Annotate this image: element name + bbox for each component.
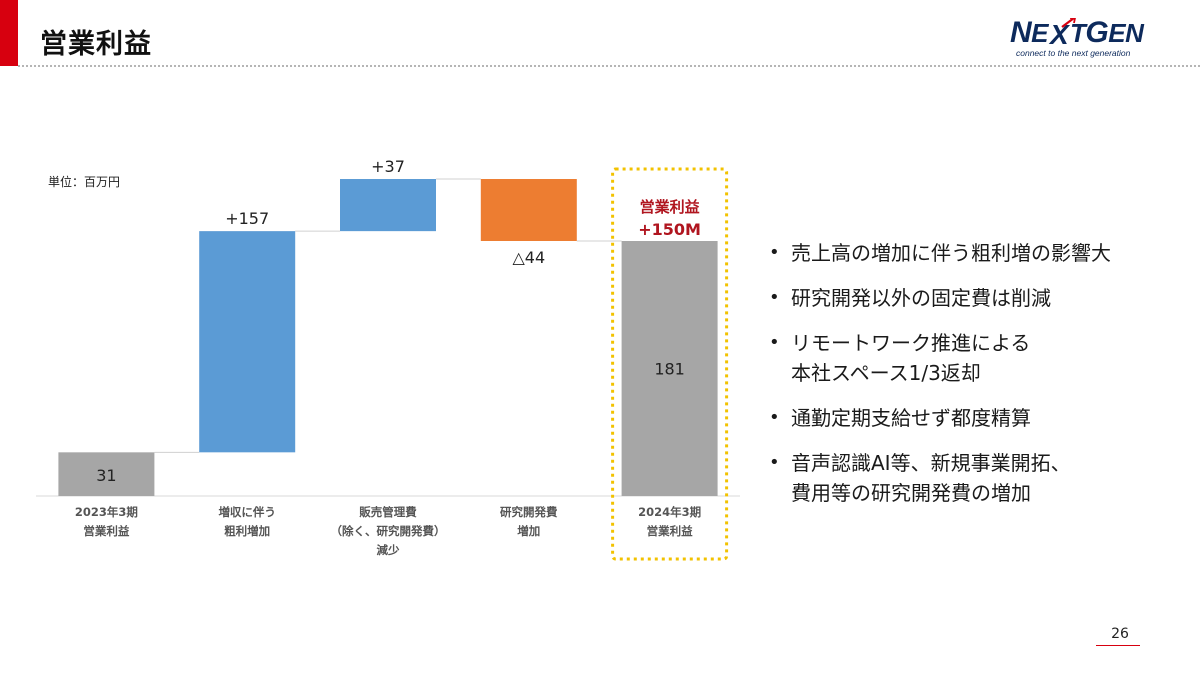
bullet-text: 費用等の研究開発費の増加 [791,481,1031,505]
page-title: 営業利益 [40,29,152,60]
highlight-title: 営業利益 [640,198,700,216]
bullet-item: 通勤定期支給せず都度精算 [765,403,1185,433]
bullet-list: 売上高の増加に伴う粗利増の影響大研究開発以外の固定費は削減リモートワーク推進によ… [765,238,1185,523]
waterfall-chart: 単位：百万円312023年3期営業利益+157増収に伴う粗利増加+37販売管理費… [36,160,740,561]
category-label: 2024年3期 [638,505,701,519]
unit-label: 単位：百万円 [48,174,120,189]
bar [340,179,436,232]
bullet-text: 本社スペース1/3返却 [791,361,981,385]
bullet-text: 研究開発以外の固定費は削減 [791,286,1051,310]
logo-wordmark: NE TGEN [1010,16,1144,49]
bullet-text: 通勤定期支給せず都度精算 [791,406,1031,430]
page-number: 26 [1111,626,1129,642]
bullet-item: 売上高の増加に伴う粗利増の影響大 [765,238,1185,268]
title-accent-bar [0,0,18,66]
logo-tagline: connect to the next generation [1016,48,1131,58]
category-label: 研究開発費 [500,505,558,519]
bullet-item: 研究開発以外の固定費は削減 [765,283,1185,313]
data-label: △44 [512,248,545,267]
category-label: 販売管理費 [359,505,417,519]
data-label: +37 [371,160,405,176]
category-label: 2023年3期 [75,505,138,519]
title-divider [18,65,1200,67]
bar [480,179,577,241]
category-label: 粗利増加 [224,524,270,538]
svg-text:X: X [1048,19,1071,48]
category-label: 増加 [517,524,540,538]
bar [199,231,296,453]
category-label: 営業利益 [83,524,129,538]
data-label: 31 [96,466,116,485]
data-label: +157 [225,209,269,228]
data-label: 181 [654,360,685,379]
logo-x-mark-icon: X [1048,18,1076,48]
highlight-box [611,167,729,561]
company-logo: NE TGEN X connect to the next generation [1010,16,1170,62]
bar [621,241,718,496]
highlight-value: +150M [638,220,701,239]
category-label: （除く、研究開発費） [331,524,446,538]
category-label: 営業利益 [647,524,693,538]
page-number-underline [1096,645,1140,646]
bullet-text: 音声認識AI等、新規事業開拓、 [791,451,1071,475]
category-label: 増収に伴う [218,505,276,519]
bullet-text: リモートワーク推進による [791,331,1031,355]
bar [58,452,155,496]
bullet-text: 売上高の増加に伴う粗利増の影響大 [791,241,1111,265]
category-label: 減少 [377,543,400,557]
bullet-item: 音声認識AI等、新規事業開拓、費用等の研究開発費の増加 [765,448,1185,508]
